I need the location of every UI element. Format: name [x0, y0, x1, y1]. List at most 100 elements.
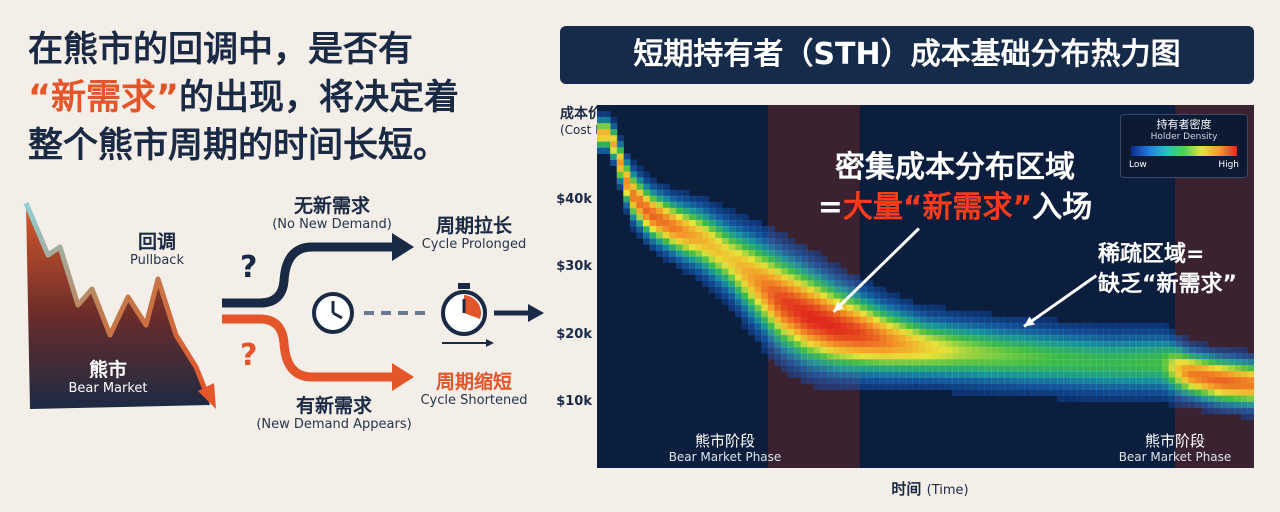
heatmap-cell — [1102, 340, 1111, 348]
heatmap-cell — [734, 232, 743, 239]
heatmap-cell — [1240, 377, 1249, 384]
heatmap-cell — [1129, 322, 1137, 330]
heatmap-cell — [754, 274, 762, 282]
heatmap-cell — [610, 159, 618, 167]
heatmap-cell — [807, 340, 815, 348]
heatmap-cell — [1024, 347, 1032, 354]
heatmap-cell — [682, 268, 690, 275]
heatmap-cell — [1175, 347, 1183, 354]
heatmap-cell — [1024, 377, 1032, 384]
heatmap-cell — [721, 262, 729, 269]
heatmap-cell — [945, 328, 953, 336]
heatmap-cell — [853, 304, 861, 312]
heatmap-cell — [1142, 371, 1150, 378]
heatmap-cell — [846, 383, 854, 390]
heatmap-cell — [846, 328, 854, 336]
heatmap-cell — [649, 201, 657, 209]
heatmap-cell — [853, 340, 861, 348]
heatmap-cell — [754, 232, 762, 239]
heatmap-cell — [721, 274, 729, 282]
heatmap-cell — [1030, 389, 1038, 396]
heatmap-cell — [833, 268, 841, 275]
heatmap-cell — [1201, 353, 1209, 360]
heatmap-cell — [997, 353, 1005, 360]
heatmap-cell — [905, 322, 913, 330]
heatmap-cell — [669, 226, 677, 233]
heatmap-cell — [978, 383, 986, 390]
heatmap-cell — [892, 292, 900, 300]
heatmap-cell — [853, 280, 861, 288]
heatmap-cell — [774, 359, 782, 366]
heatmap-cell — [682, 238, 690, 245]
heatmap-cell — [675, 213, 684, 221]
heatmap-cell — [978, 340, 986, 348]
heatmap-cell — [1168, 334, 1176, 342]
branch-up-arrow — [222, 242, 392, 308]
heatmap-cell — [945, 322, 953, 330]
heatmap-cell — [754, 316, 762, 324]
heatmap-cell — [866, 377, 874, 384]
heatmap-cell — [1168, 383, 1176, 390]
heatmap-cell — [1221, 401, 1229, 409]
heatmap-cell — [767, 262, 775, 269]
heatmap-cell — [1214, 359, 1222, 366]
heatmap-cell — [899, 353, 907, 360]
heatmap-cell — [748, 286, 756, 294]
heatmap-cell — [774, 274, 782, 282]
heatmap-cell — [748, 244, 756, 251]
heatmap-cell — [1221, 371, 1229, 378]
heatmap-cell — [1194, 389, 1203, 396]
heatmap-cell — [1043, 371, 1051, 378]
heatmap-cell — [833, 377, 841, 384]
heatmap-cell — [1168, 340, 1176, 348]
heatmap-cell — [1188, 353, 1196, 360]
heatmap-cell — [1155, 359, 1163, 366]
heatmap-cell — [748, 238, 756, 245]
y-tick-30k: $30k — [556, 259, 592, 274]
heatmap-cell — [721, 238, 729, 245]
heatmap-cell — [1214, 365, 1222, 372]
heatmap-cell — [800, 262, 808, 269]
heatmap-cell — [846, 347, 854, 354]
heatmap-cell — [1076, 365, 1084, 372]
heatmap-cell — [669, 189, 677, 197]
heatmap-cell — [807, 347, 815, 354]
heatmap-cell — [1240, 401, 1249, 409]
heatmap-cell — [813, 268, 821, 275]
heatmap-cell — [787, 274, 795, 282]
heatmap-cell — [938, 377, 946, 384]
heatmap-cell — [892, 365, 900, 372]
heatmap-cell — [997, 359, 1005, 366]
heatmap-cell — [1188, 371, 1196, 378]
heatmap-cell — [662, 189, 670, 197]
heatmap-cell — [1175, 401, 1183, 409]
heatmap-cell — [741, 262, 749, 269]
heatmap-cell — [702, 274, 710, 282]
heatmap-cell — [807, 274, 815, 282]
heatmap-cell — [840, 304, 848, 312]
heatmap-cell — [1142, 322, 1150, 330]
heatmap-cell — [1240, 347, 1249, 354]
heatmap-cell — [820, 353, 828, 360]
heatmap-cell — [866, 286, 874, 294]
heatmap-cell — [1135, 377, 1143, 384]
heatmap-cell — [1135, 328, 1143, 336]
heatmap-cell — [938, 347, 946, 354]
heatmap-cell — [754, 292, 762, 300]
heatmap-cell — [840, 274, 848, 282]
heatmap-cell — [826, 371, 835, 378]
heatmap-cell — [912, 328, 920, 336]
heatmap-cell — [728, 268, 736, 275]
heatmap-cell — [1024, 371, 1032, 378]
heatmap-cell — [872, 322, 881, 330]
heatmap-cell — [721, 207, 729, 215]
heatmap-cell — [951, 365, 959, 372]
heatmap-cell — [840, 383, 848, 390]
heatmap-cell — [853, 322, 861, 330]
heatmap-cell — [642, 195, 651, 203]
heatmap-cell — [925, 328, 933, 336]
heatmap-cell — [695, 262, 703, 269]
heatmap-cell — [1155, 322, 1163, 330]
heatmap-cell — [780, 304, 789, 312]
heatmap-cell — [807, 268, 815, 275]
